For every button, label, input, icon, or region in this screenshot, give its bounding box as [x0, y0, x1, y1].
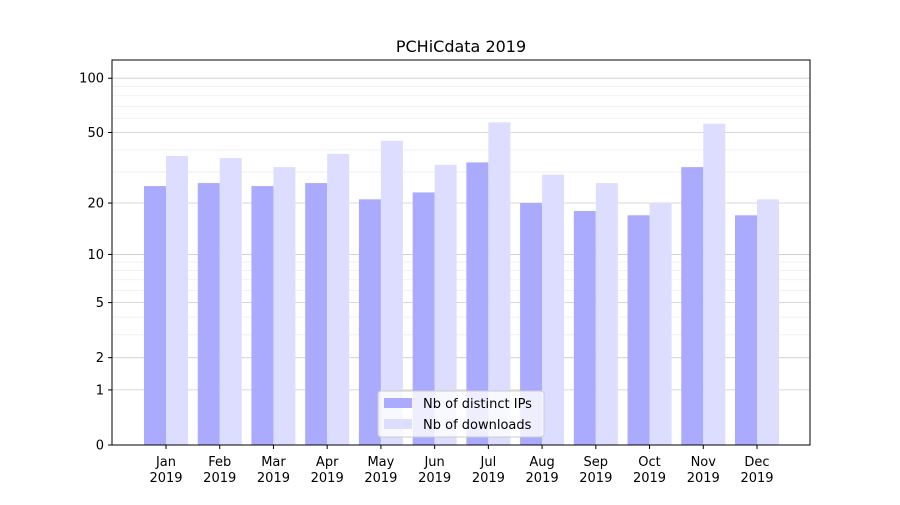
x-tick-label-line: Apr [316, 455, 339, 470]
x-tick-label-line: 2019 [579, 471, 612, 486]
x-tick-label-line: Jul [480, 455, 497, 470]
x-tick-label: Nov 2019 [687, 455, 720, 486]
x-tick-label: Oct 2019 [633, 455, 666, 486]
x-tick-label-line: 2019 [364, 471, 397, 486]
x-tick-label-line: Oct [638, 455, 660, 470]
x-tick-label-line: Feb [208, 455, 231, 470]
bar-downloads [595, 183, 618, 445]
bar-distinct-ips [144, 186, 166, 445]
bar-distinct-ips [466, 162, 489, 445]
y-tick-label: 5 [96, 296, 104, 311]
x-tick-label-line: Jan [155, 455, 176, 470]
x-tick-label-line: 2019 [203, 471, 236, 486]
x-tick-label-line: Sep [584, 455, 609, 470]
x-tick-label: Mar 2019 [257, 455, 290, 486]
bar-downloads [434, 164, 457, 445]
y-tick-label: 0 [96, 439, 104, 454]
bar-downloads [273, 167, 296, 446]
bar-downloads [542, 174, 565, 445]
bar-distinct-ips [520, 203, 543, 445]
legend-box [377, 390, 545, 438]
bar-distinct-ips [573, 210, 596, 445]
x-tick-label-line: Mar [261, 455, 286, 470]
x-tick-label-line: 2019 [687, 471, 720, 486]
legend-label: Nb of downloads [423, 418, 532, 433]
bar-downloads [757, 199, 779, 445]
x-tick-label-line: 2019 [418, 471, 451, 486]
bar-distinct-ips [197, 183, 220, 445]
x-tick-label: Sep 2019 [579, 455, 612, 486]
x-tick-label: Jun 2019 [418, 455, 451, 486]
legend-label: Nb of distinct IPs [423, 397, 532, 412]
y-tick-label: 20 [87, 197, 104, 212]
bar-distinct-ips [305, 183, 328, 445]
x-tick-label-line: 2019 [149, 471, 182, 486]
chart-title: PCHiCdata 2019 [396, 37, 526, 56]
bar-distinct-ips [627, 215, 650, 445]
x-tick-label-line: Nov [691, 455, 717, 470]
x-tick-label-line: Dec [744, 455, 769, 470]
x-tick-label: May 2019 [364, 455, 397, 486]
bar-distinct-ips [735, 215, 757, 445]
x-tick-label-line: 2019 [740, 471, 773, 486]
y-tick-label: 1 [96, 383, 104, 398]
y-tick-label: 100 [79, 72, 104, 87]
bar-downloads [380, 140, 403, 445]
legend-swatch [384, 419, 412, 429]
bar-distinct-ips [412, 192, 435, 445]
y-tick-label: 10 [87, 248, 104, 263]
bar-downloads [166, 155, 188, 445]
legend-swatch [384, 398, 412, 408]
x-tick-label-line: Jun [423, 455, 444, 470]
x-tick-label: Feb 2019 [203, 455, 236, 486]
bar-downloads [488, 122, 511, 446]
legend: Nb of distinct IPs Nb of downloads [377, 390, 545, 438]
axes-frame [111, 59, 811, 446]
y-tick-label: 2 [96, 351, 104, 366]
x-tick-label: Jan 2019 [149, 455, 182, 486]
bar-downloads [703, 123, 726, 446]
y-tick-label: 50 [87, 126, 104, 141]
x-tick-label-line: 2019 [526, 471, 559, 486]
x-tick-label-line: 2019 [311, 471, 344, 486]
bar-distinct-ips [358, 199, 381, 445]
x-tick-label: Dec 2019 [740, 455, 773, 486]
x-tick-label-line: 2019 [257, 471, 290, 486]
bar-downloads [649, 203, 672, 445]
x-tick-label-line: 2019 [633, 471, 666, 486]
bar-downloads [327, 153, 350, 445]
x-tick-label-line: 2019 [472, 471, 505, 486]
x-tick-label-line: May [367, 455, 394, 470]
x-tick-label: Jul 2019 [472, 455, 505, 486]
bar-downloads [219, 158, 242, 445]
x-tick-label-line: Aug [529, 455, 554, 470]
bar-distinct-ips [251, 186, 274, 445]
x-tick-label: Apr 2019 [311, 455, 344, 486]
x-tick-label: Aug 2019 [526, 455, 559, 486]
bar-distinct-ips [681, 167, 704, 446]
